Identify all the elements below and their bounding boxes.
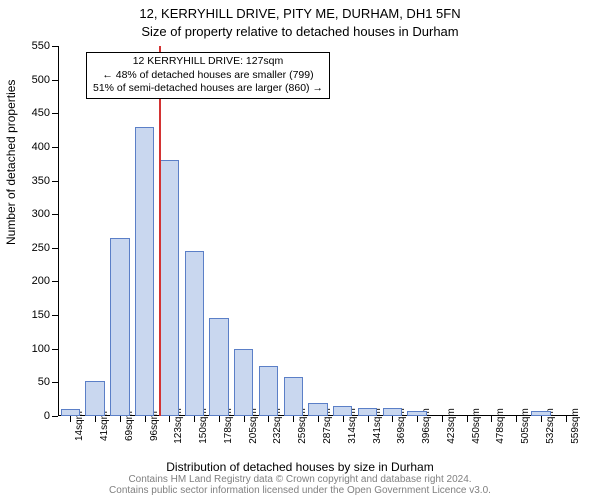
y-tick-label: 250 [32, 242, 50, 254]
histogram-bar [160, 160, 179, 416]
x-tick [392, 416, 393, 422]
annotation-box: 12 KERRYHILL DRIVE: 127sqm ← 48% of detac… [86, 52, 330, 99]
x-tick [244, 416, 245, 422]
y-tick-label: 100 [32, 343, 50, 355]
y-tick-label: 350 [32, 175, 50, 187]
x-tick-label: 423sqm [446, 408, 457, 444]
y-tick [52, 382, 58, 383]
x-tick [343, 416, 344, 422]
y-axis-label: Number of detached properties [4, 80, 18, 245]
histogram-bar [284, 377, 303, 416]
histogram-bar [383, 408, 402, 416]
y-tick-label: 450 [32, 107, 50, 119]
y-tick-label: 550 [32, 40, 50, 52]
x-tick [442, 416, 443, 422]
x-tick [145, 416, 146, 422]
y-tick [52, 315, 58, 316]
annotation-line3: 51% of semi-detached houses are larger (… [93, 82, 323, 94]
y-tick-label: 200 [32, 275, 50, 287]
x-tick [95, 416, 96, 422]
histogram-bar [259, 366, 278, 416]
copyright-line2: Contains public sector information licen… [109, 485, 491, 496]
x-tick [491, 416, 492, 422]
histogram-bar [407, 411, 426, 416]
histogram-bar [135, 127, 154, 416]
y-tick [52, 248, 58, 249]
histogram-bar [209, 318, 228, 416]
histogram-bar [185, 251, 204, 416]
x-tick [120, 416, 121, 422]
histogram-bar [85, 381, 104, 416]
y-tick [52, 147, 58, 148]
y-tick [52, 46, 58, 47]
annotation-line1: 12 KERRYHILL DRIVE: 127sqm [133, 55, 284, 67]
page-title-line2: Size of property relative to detached ho… [0, 24, 600, 39]
x-tick [417, 416, 418, 422]
y-tick [52, 214, 58, 215]
x-tick [293, 416, 294, 422]
x-axis-label: Distribution of detached houses by size … [0, 460, 600, 474]
x-tick [194, 416, 195, 422]
histogram-bar [61, 409, 80, 416]
page-title-line1: 12, KERRYHILL DRIVE, PITY ME, DURHAM, DH… [0, 6, 600, 21]
histogram-bar [308, 403, 327, 416]
y-tick-label: 150 [32, 309, 50, 321]
histogram-bar [358, 408, 377, 416]
y-tick-label: 300 [32, 208, 50, 220]
histogram-bar [234, 349, 253, 416]
copyright-text: Contains HM Land Registry data © Crown c… [0, 474, 600, 496]
x-tick [169, 416, 170, 422]
x-tick [219, 416, 220, 422]
y-tick-label: 400 [32, 141, 50, 153]
histogram-bar [110, 238, 129, 416]
y-tick-label: 50 [38, 376, 50, 388]
y-tick [52, 281, 58, 282]
x-tick [467, 416, 468, 422]
x-tick-label: 559sqm [570, 408, 581, 444]
reference-line [159, 46, 161, 416]
x-tick [541, 416, 542, 422]
x-tick-label: 450sqm [471, 408, 482, 444]
annotation-line2: ← 48% of detached houses are smaller (79… [102, 69, 313, 81]
x-tick [566, 416, 567, 422]
y-tick [52, 349, 58, 350]
x-tick [516, 416, 517, 422]
y-tick [52, 113, 58, 114]
y-axis-line [58, 46, 59, 416]
copyright-line1: Contains HM Land Registry data © Crown c… [128, 474, 471, 485]
x-tick-label: 505sqm [520, 408, 531, 444]
y-tick [52, 80, 58, 81]
x-tick-label: 478sqm [495, 408, 506, 444]
x-tick [368, 416, 369, 422]
y-tick-label: 0 [44, 410, 50, 422]
y-tick [52, 181, 58, 182]
y-tick-label: 500 [32, 74, 50, 86]
x-tick [70, 416, 71, 422]
x-tick [268, 416, 269, 422]
histogram-bar [333, 406, 352, 416]
plot-area: 05010015020025030035040045050055014sqm41… [58, 46, 578, 416]
histogram-bar [531, 411, 550, 416]
x-tick [318, 416, 319, 422]
chart-container: 12, KERRYHILL DRIVE, PITY ME, DURHAM, DH… [0, 0, 600, 500]
y-tick [52, 416, 58, 417]
